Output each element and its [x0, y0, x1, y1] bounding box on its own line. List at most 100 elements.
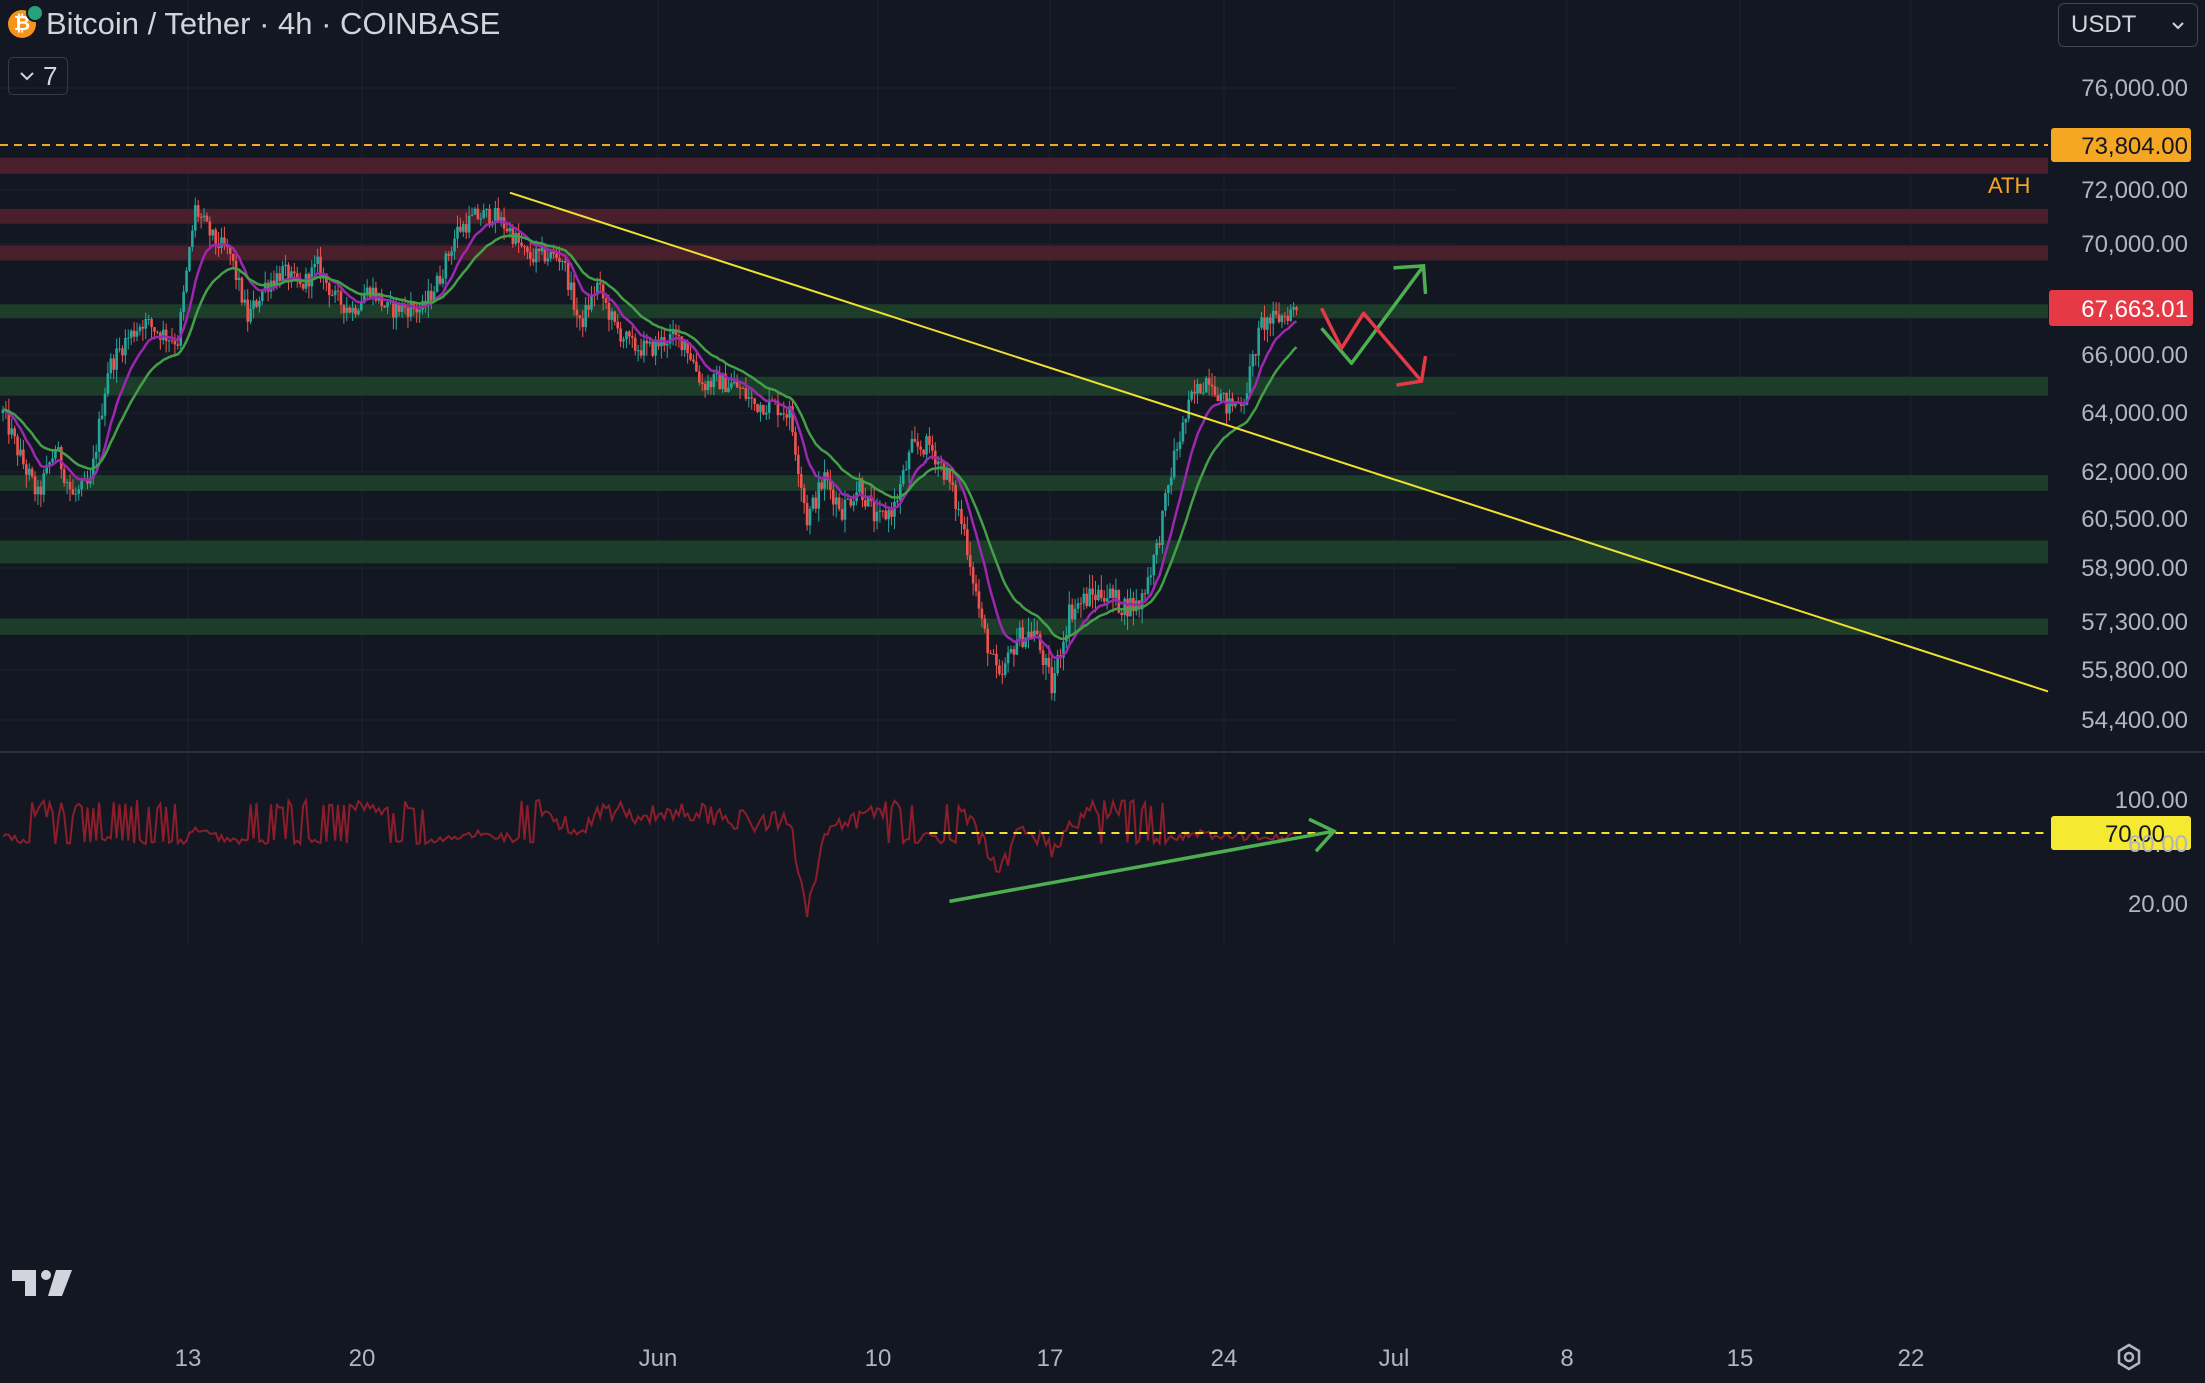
candle-body: [71, 489, 75, 495]
candle-body: [948, 468, 952, 483]
trendline: [509, 191, 2049, 693]
candle-body: [1094, 594, 1097, 601]
candle-body: [508, 228, 512, 232]
candle-body: [258, 300, 261, 307]
rsi-divergence-arrow-head: [1308, 817, 1337, 853]
candle-body: [785, 414, 788, 418]
candle-body: [811, 497, 815, 509]
candle-body: [1187, 399, 1191, 419]
candle-body: [126, 337, 130, 339]
candle-body: [966, 529, 969, 556]
candle-body: [164, 329, 168, 341]
candle-body: [890, 510, 893, 517]
currency-selector[interactable]: USDT: [2058, 3, 2198, 47]
candle-body: [252, 300, 255, 309]
candle-body: [1204, 378, 1208, 393]
indicators-toggle-button[interactable]: 7: [8, 57, 69, 95]
candle-body: [523, 246, 526, 248]
candle-body: [336, 290, 340, 292]
candle-body: [616, 321, 620, 329]
bullish-arrow-head: [1393, 264, 1428, 295]
candle-body: [400, 304, 404, 312]
candle-body: [1123, 598, 1126, 616]
candle-body: [470, 214, 474, 216]
candle-body: [919, 446, 922, 450]
candle-body: [33, 476, 37, 495]
candle-body: [39, 486, 43, 495]
candle-body: [1146, 577, 1150, 594]
candle-body: [444, 253, 448, 279]
candle-body: [986, 628, 990, 654]
candle-body: [161, 329, 165, 340]
y-tick-label: 70,000.00: [2081, 231, 2188, 258]
candle-body: [1149, 575, 1153, 578]
candle-body: [153, 327, 156, 332]
candle-body: [485, 208, 488, 211]
candle-body: [406, 307, 410, 317]
candle-body: [590, 294, 593, 310]
support-zone: [0, 475, 2048, 491]
candle-body: [260, 290, 264, 301]
candle-body: [124, 337, 127, 356]
candle-body: [231, 253, 235, 261]
candle-body: [129, 330, 133, 338]
candle-body: [1143, 593, 1147, 595]
candle-body: [881, 510, 885, 512]
candle-body: [167, 340, 171, 342]
candle-body: [791, 406, 794, 433]
candle-body: [327, 283, 331, 296]
candle-body: [732, 382, 736, 384]
candle-body: [368, 287, 372, 298]
symbol-title[interactable]: Bitcoin / Tether · 4h · COINBASE: [46, 6, 501, 41]
candle-body: [1260, 317, 1263, 328]
candle-body: [540, 245, 544, 252]
candle-body: [202, 215, 206, 218]
support-zone: [0, 540, 2048, 564]
candle-body: [727, 387, 730, 392]
candle-body: [357, 310, 360, 315]
resistance-zone: [0, 208, 2048, 224]
tradingview-logo-icon: [12, 1270, 72, 1296]
y-tick-label: 54,400.00: [2081, 707, 2188, 734]
x-tick-label: 10: [865, 1345, 892, 1372]
candle-body: [488, 208, 491, 224]
candle-body: [68, 482, 72, 490]
x-tick-label: 17: [1037, 1345, 1064, 1372]
candle-body: [74, 493, 78, 495]
candle-body: [275, 273, 279, 286]
candle-body: [884, 510, 888, 520]
candle-body: [365, 287, 369, 296]
candle-body: [526, 247, 529, 253]
candle-body: [654, 339, 657, 356]
candle-body: [1006, 652, 1010, 664]
candle-body: [1161, 510, 1164, 545]
candle-body: [473, 208, 477, 215]
candle-body: [429, 290, 433, 301]
candle-body: [826, 472, 829, 481]
candle-body: [939, 461, 943, 463]
candle-body: [925, 436, 928, 455]
ath-price-tag: [2051, 128, 2191, 162]
candle-body: [697, 371, 701, 383]
settings-button[interactable]: [2114, 1342, 2144, 1377]
candle-body: [482, 210, 485, 219]
tradingview-logo[interactable]: [12, 1268, 74, 1303]
candle-body: [692, 359, 695, 362]
candle-body: [1216, 395, 1220, 402]
candle-body: [922, 449, 925, 455]
candle-body: [514, 232, 518, 244]
candle-body: [700, 382, 704, 384]
candle-body: [86, 479, 89, 484]
candle-body: [1213, 386, 1217, 396]
candle-body: [846, 498, 850, 500]
candle-body: [45, 464, 48, 474]
candle-body: [176, 344, 180, 346]
candle-body: [30, 468, 34, 477]
candle-body: [1018, 627, 1022, 641]
candle-body: [505, 228, 509, 232]
candle-body: [1274, 310, 1278, 315]
candle-body: [1076, 603, 1080, 609]
candle-body: [983, 618, 987, 629]
candle-body: [1070, 604, 1074, 620]
